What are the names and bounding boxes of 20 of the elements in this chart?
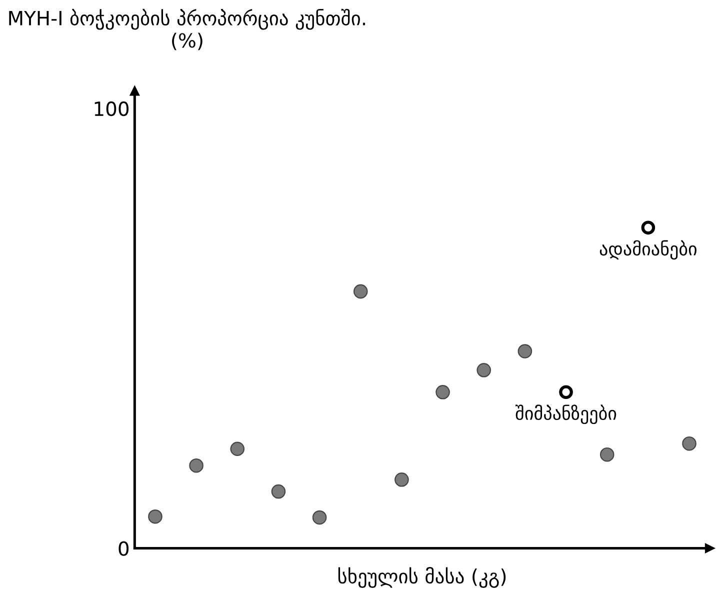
x-axis-title: სხეულის მასა (კგ) [338,567,506,588]
y-axis-title: MYH-I ბოჭკოების პროპორცია კუნთში. (%) [9,8,366,50]
point [600,447,614,462]
point [641,220,656,235]
series-label: ადამიანები [600,240,696,260]
y-tick-label: 0 [118,541,129,556]
point [436,384,450,400]
point [189,458,204,473]
point [559,385,573,400]
point [476,363,492,378]
point [312,510,327,525]
point [682,436,696,451]
series-label: შიმპანზეები [516,404,616,424]
point [394,472,409,487]
point [148,509,162,524]
y-tick-label: 100 [94,101,129,116]
point [353,284,368,299]
point [230,442,245,456]
point [518,344,532,358]
point [271,484,286,499]
